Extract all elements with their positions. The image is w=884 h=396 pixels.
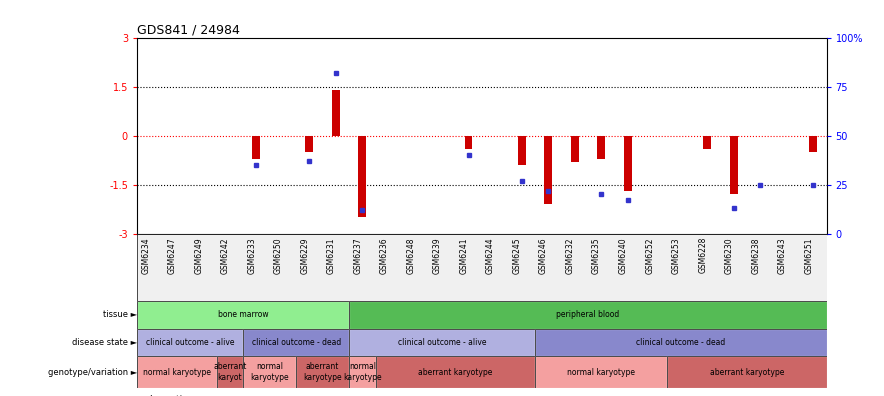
Bar <box>137 301 349 329</box>
Bar <box>667 356 827 388</box>
Bar <box>243 356 296 388</box>
Text: GDS841 / 24984: GDS841 / 24984 <box>137 23 240 36</box>
Bar <box>349 329 535 356</box>
Text: GSM6231: GSM6231 <box>327 237 336 274</box>
Text: GSM6230: GSM6230 <box>725 237 734 274</box>
Bar <box>376 356 535 388</box>
Text: normal
karyotype: normal karyotype <box>250 362 289 382</box>
Text: ■: ■ <box>0 395 1 396</box>
Text: GSM6253: GSM6253 <box>672 237 681 274</box>
Text: bone marrow: bone marrow <box>217 310 269 319</box>
Text: GSM6241: GSM6241 <box>460 237 469 274</box>
Text: disease state ►: disease state ► <box>72 338 137 347</box>
Text: GSM6249: GSM6249 <box>194 237 203 274</box>
Bar <box>349 329 535 356</box>
Bar <box>598 136 606 158</box>
Bar <box>137 356 217 388</box>
Text: genotype/variation ►: genotype/variation ► <box>48 367 137 377</box>
Text: GSM6250: GSM6250 <box>274 237 283 274</box>
Bar <box>667 356 827 388</box>
Bar <box>243 356 296 388</box>
Bar <box>376 356 535 388</box>
Text: GSM6238: GSM6238 <box>751 237 760 274</box>
Text: normal karyotype: normal karyotype <box>143 367 210 377</box>
Text: GSM6251: GSM6251 <box>804 237 813 274</box>
Bar <box>349 356 376 388</box>
Text: ■: ■ <box>0 395 1 396</box>
Text: GSM6228: GSM6228 <box>698 237 707 273</box>
Bar <box>296 356 349 388</box>
Bar <box>730 136 738 194</box>
Bar <box>253 136 261 158</box>
Text: GSM6246: GSM6246 <box>539 237 548 274</box>
Bar <box>137 301 349 329</box>
Bar <box>296 356 349 388</box>
Bar <box>518 136 526 165</box>
Bar <box>624 136 632 191</box>
Bar <box>535 356 667 388</box>
Text: GSM6229: GSM6229 <box>301 237 309 274</box>
Text: GSM6236: GSM6236 <box>380 237 389 274</box>
Bar <box>349 356 376 388</box>
Text: ■ log ratio: ■ log ratio <box>0 395 1 396</box>
Text: clinical outcome - alive: clinical outcome - alive <box>146 338 234 347</box>
Bar <box>810 136 818 152</box>
Bar <box>465 136 473 149</box>
Text: GSM6242: GSM6242 <box>221 237 230 274</box>
Text: ■: ■ <box>137 395 146 396</box>
Bar <box>306 136 314 152</box>
Text: clinical outcome - alive: clinical outcome - alive <box>398 338 486 347</box>
Bar <box>535 329 827 356</box>
Text: clinical outcome - dead: clinical outcome - dead <box>636 338 725 347</box>
Bar <box>243 329 349 356</box>
Bar <box>332 90 340 136</box>
Bar <box>359 136 367 217</box>
Text: aberrant
karyotype: aberrant karyotype <box>303 362 342 382</box>
Text: GSM6252: GSM6252 <box>645 237 654 274</box>
Text: GSM6232: GSM6232 <box>566 237 575 274</box>
Text: clinical outcome - dead: clinical outcome - dead <box>252 338 340 347</box>
Text: tissue ►: tissue ► <box>103 310 137 319</box>
Text: GSM6248: GSM6248 <box>407 237 415 274</box>
Bar <box>545 136 552 204</box>
Text: aberrant karyotype: aberrant karyotype <box>418 367 492 377</box>
Text: GSM6247: GSM6247 <box>168 237 177 274</box>
Text: normal
karyotype: normal karyotype <box>343 362 382 382</box>
Text: GSM6239: GSM6239 <box>433 237 442 274</box>
Bar <box>137 356 217 388</box>
Bar <box>217 356 243 388</box>
Text: GSM6244: GSM6244 <box>486 237 495 274</box>
Bar <box>349 301 827 329</box>
Text: GSM6234: GSM6234 <box>141 237 150 274</box>
Text: GSM6233: GSM6233 <box>248 237 256 274</box>
Bar <box>217 356 243 388</box>
Text: normal karyotype: normal karyotype <box>568 367 635 377</box>
Bar <box>137 329 243 356</box>
Text: peripheral blood: peripheral blood <box>556 310 620 319</box>
Text: aberrant karyotype: aberrant karyotype <box>710 367 784 377</box>
Bar <box>243 329 349 356</box>
Text: GSM6243: GSM6243 <box>778 237 787 274</box>
Bar <box>349 301 827 329</box>
Text: GSM6235: GSM6235 <box>592 237 601 274</box>
Bar <box>535 356 667 388</box>
Text: ■ percentile rank within the sample: ■ percentile rank within the sample <box>0 395 1 396</box>
Text: GSM6240: GSM6240 <box>619 237 628 274</box>
Bar <box>704 136 712 149</box>
Bar <box>571 136 579 162</box>
Text: aberrant
karyot: aberrant karyot <box>213 362 247 382</box>
Text: GSM6245: GSM6245 <box>513 237 522 274</box>
Text: GSM6237: GSM6237 <box>354 237 362 274</box>
Bar <box>535 329 827 356</box>
Bar <box>137 329 243 356</box>
